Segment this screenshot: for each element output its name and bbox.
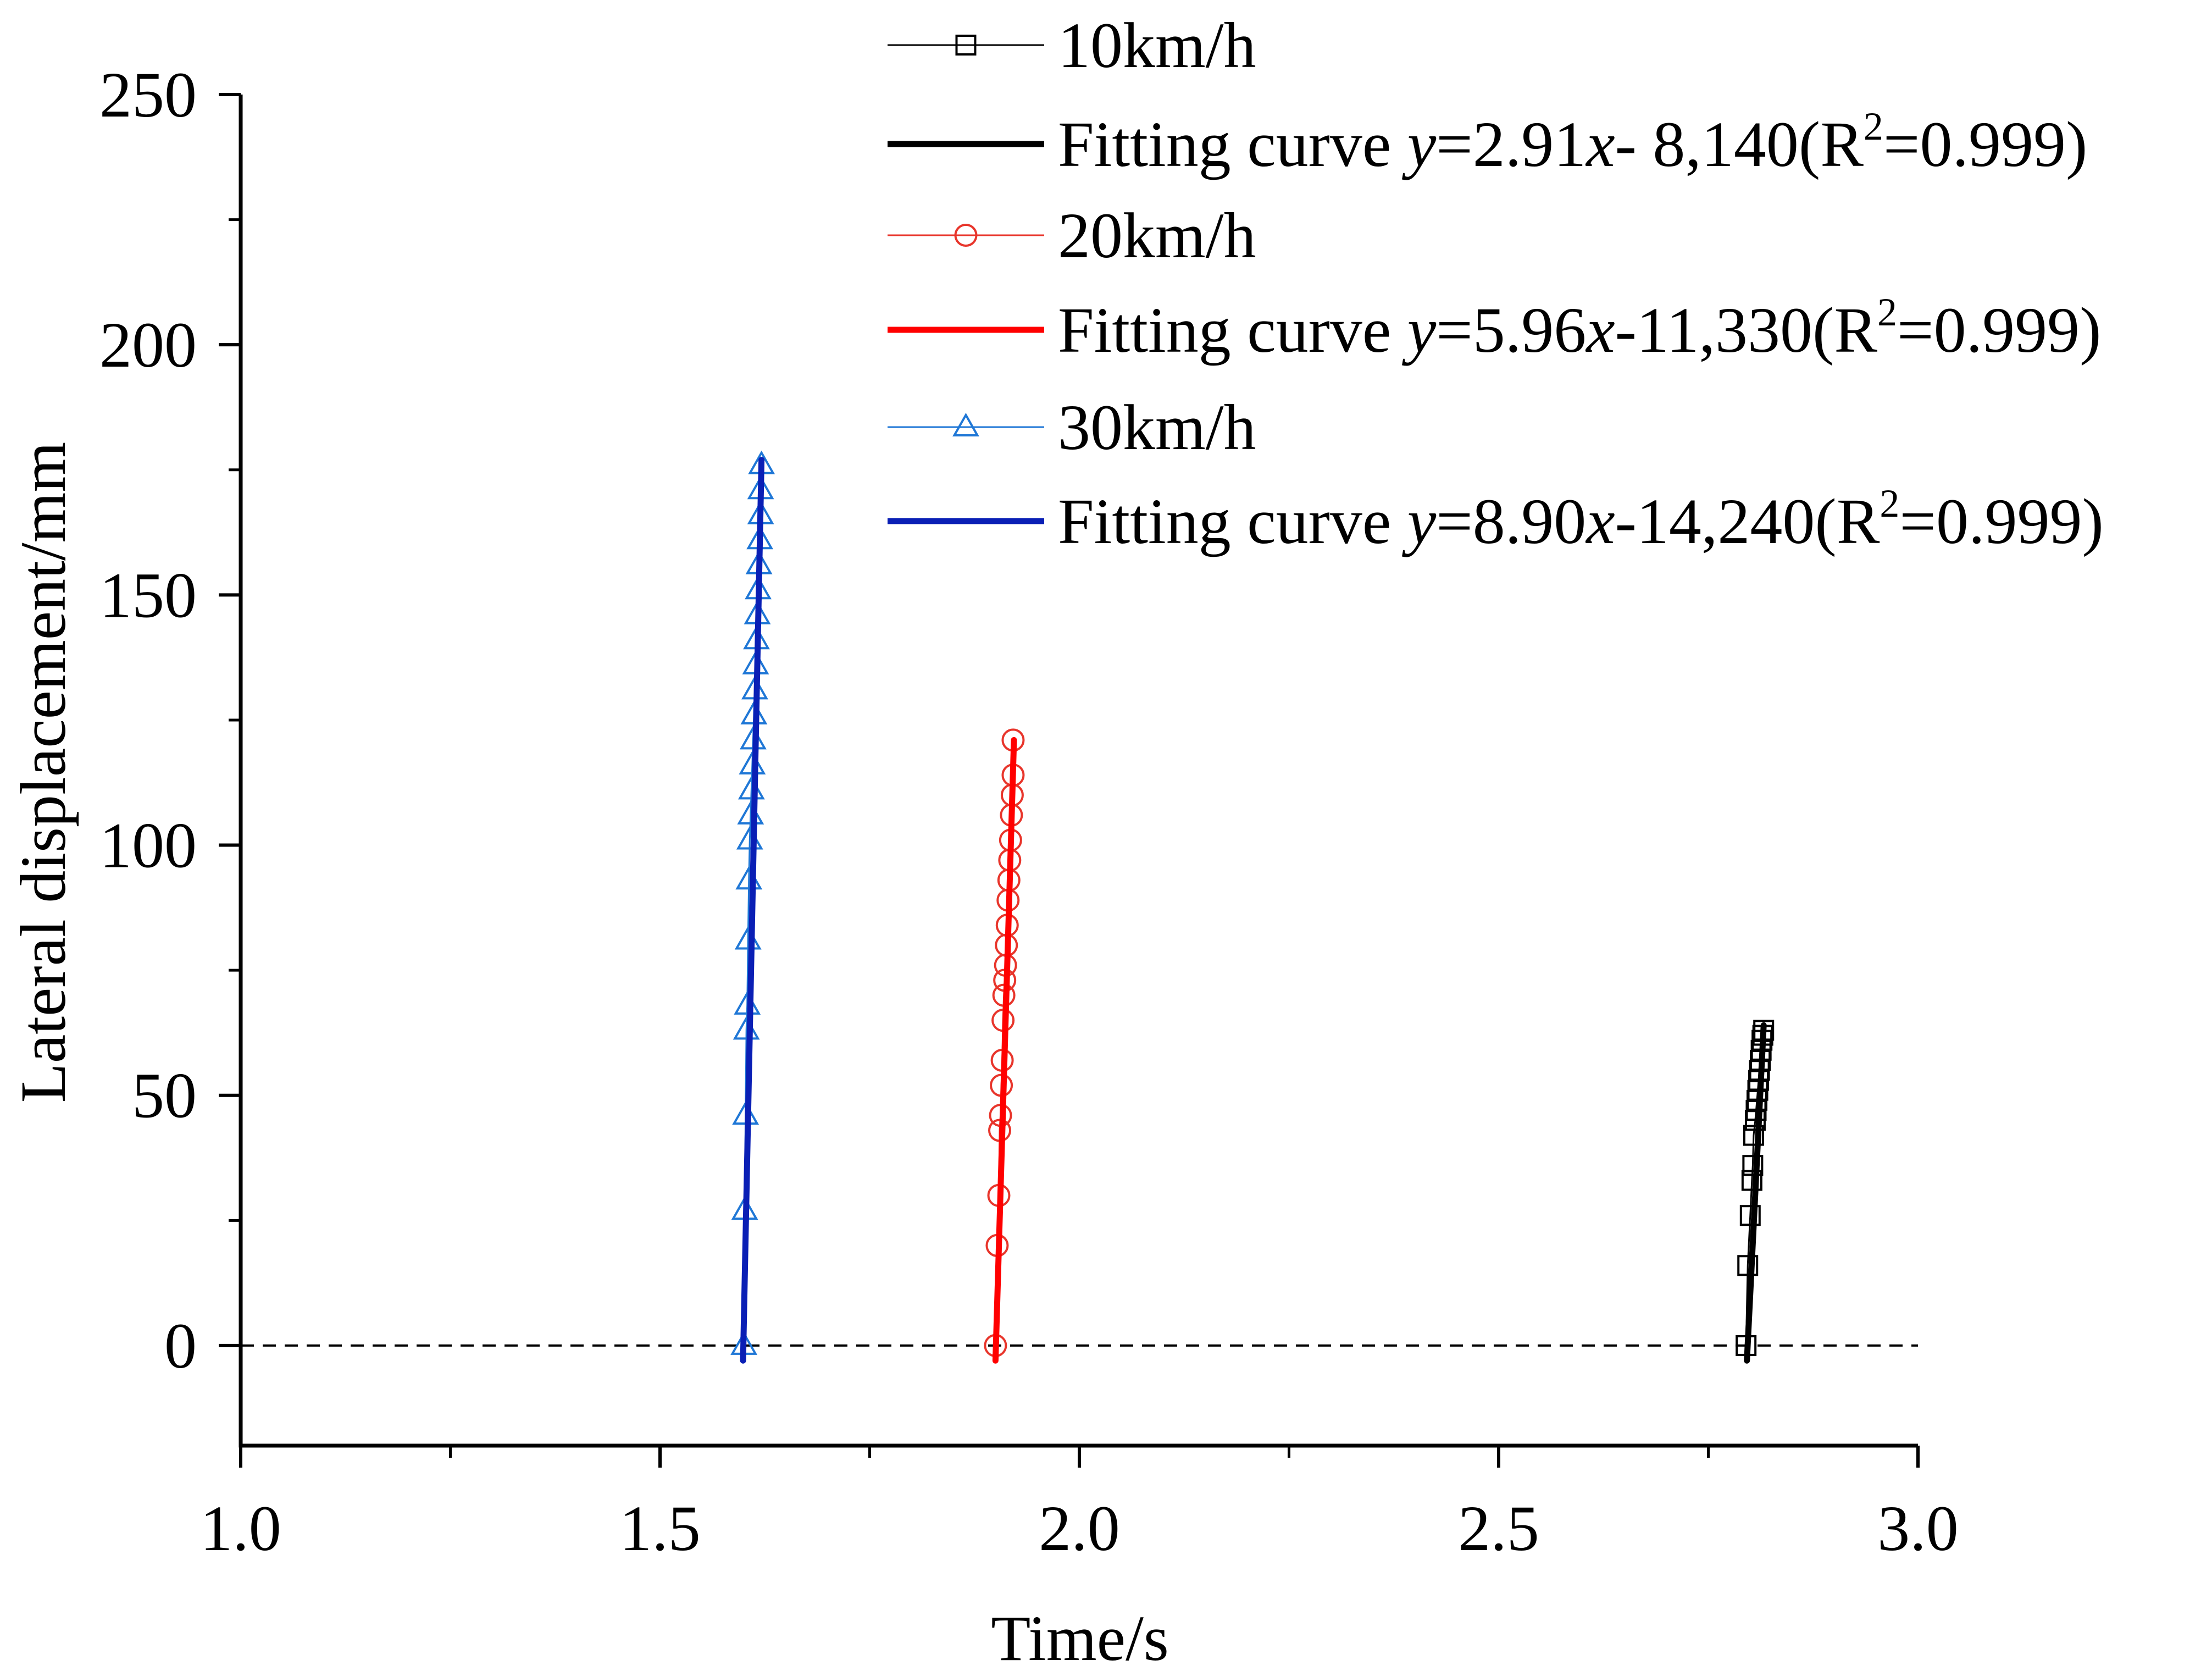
series-3 bbox=[992, 737, 1017, 1364]
legend-marker-swatch bbox=[952, 412, 979, 436]
legend-equation-part: x bbox=[1585, 485, 1615, 557]
legend-entry: Fitting curve y=5.96x-11,330(R2=0.999) bbox=[888, 290, 2101, 366]
legend-label: 30km/h bbox=[1058, 391, 1256, 463]
series-1 bbox=[1744, 1022, 1767, 1364]
series-5 bbox=[740, 457, 765, 1364]
legend-equation-part: =5.96 bbox=[1436, 294, 1586, 366]
fitting-line bbox=[1744, 1022, 1767, 1364]
y-tick-label: 50 bbox=[132, 1060, 197, 1132]
legend-equation-part: =0.999) bbox=[1897, 294, 2101, 366]
legend-label: 10km/h bbox=[1058, 9, 1256, 81]
legend-name: 30km/h bbox=[1058, 391, 1256, 463]
fitting-line bbox=[992, 737, 1017, 1364]
legend-name: 20km/h bbox=[1058, 200, 1256, 272]
x-tick-label: 1.5 bbox=[619, 1492, 701, 1564]
legend-entry: 20km/h bbox=[888, 200, 1256, 272]
data-point bbox=[1739, 1205, 1761, 1226]
x-tick-label: 1.0 bbox=[200, 1492, 281, 1564]
data-point bbox=[1743, 1125, 1764, 1146]
x-tick-label: 2.5 bbox=[1458, 1492, 1539, 1564]
legend-equation-part: 2 bbox=[1880, 482, 1899, 525]
legend-equation-part: - 8,140(R bbox=[1615, 108, 1864, 180]
legend-label: 20km/h bbox=[1058, 200, 1256, 272]
legend-entry: 10km/h bbox=[888, 9, 1256, 81]
legend-equation-part: -11,330(R bbox=[1615, 294, 1878, 366]
legend-equation-part: =0.999) bbox=[1899, 485, 2103, 557]
data-point bbox=[1737, 1255, 1759, 1276]
legend-equation-part: x bbox=[1585, 108, 1615, 180]
data-point bbox=[1741, 1170, 1762, 1191]
legend-equation-part: =8.90 bbox=[1436, 485, 1586, 557]
legend-name: 10km/h bbox=[1058, 9, 1256, 81]
legend-equation-part: x bbox=[1585, 294, 1615, 366]
fitting-line bbox=[740, 457, 765, 1364]
legend-label: Fitting curve y=8.90x-14,240(R2=0.999) bbox=[1058, 482, 2104, 557]
y-tick-label: 200 bbox=[99, 309, 197, 381]
y-tick-label: 250 bbox=[99, 59, 197, 131]
x-tick-label: 2.0 bbox=[1039, 1492, 1120, 1564]
legend-equation-part: 2 bbox=[1864, 104, 1883, 148]
legend-label: Fitting curve y=2.91x- 8,140(R2=0.999) bbox=[1058, 104, 2087, 180]
legend-label: Fitting curve y=5.96x-11,330(R2=0.999) bbox=[1058, 290, 2101, 366]
legend-equation-part: =2.91 bbox=[1436, 108, 1586, 180]
data-point bbox=[1742, 1155, 1764, 1176]
legend-equation-part: y bbox=[1402, 485, 1437, 557]
x-tick-label: 3.0 bbox=[1877, 1492, 1959, 1564]
legend-entry: Fitting curve y=8.90x-14,240(R2=0.999) bbox=[888, 482, 2104, 557]
y-axis-title: Lateral displacement/mm bbox=[7, 442, 79, 1103]
axes: 1.0 1.5 2.0 2.5 3.0 0 50 100 150 200 250 bbox=[99, 59, 1959, 1564]
legend-entry: Fitting curve y=2.91x- 8,140(R2=0.999) bbox=[888, 104, 2087, 180]
legend-name: Fitting curve bbox=[1058, 485, 1407, 557]
legend-equation-part: 2 bbox=[1877, 290, 1897, 334]
plot-series bbox=[730, 450, 1775, 1364]
x-axis-title: Time/s bbox=[991, 1602, 1169, 1671]
legend-name: Fitting curve bbox=[1058, 108, 1407, 180]
legend-equation-part: y bbox=[1402, 108, 1437, 180]
legend-equation-part: y bbox=[1402, 294, 1437, 366]
y-tick-label: 0 bbox=[164, 1310, 197, 1382]
legend-equation-part: -14,240(R bbox=[1615, 485, 1880, 557]
legend-marker-swatch bbox=[954, 224, 978, 247]
legend-name: Fitting curve bbox=[1058, 294, 1407, 366]
legend-marker-swatch bbox=[955, 35, 977, 56]
y-tick-label: 150 bbox=[99, 559, 197, 631]
legend-equation-part: =0.999) bbox=[1883, 108, 2087, 180]
legend-entry: 30km/h bbox=[888, 391, 1256, 463]
y-tick-label: 100 bbox=[99, 810, 197, 882]
